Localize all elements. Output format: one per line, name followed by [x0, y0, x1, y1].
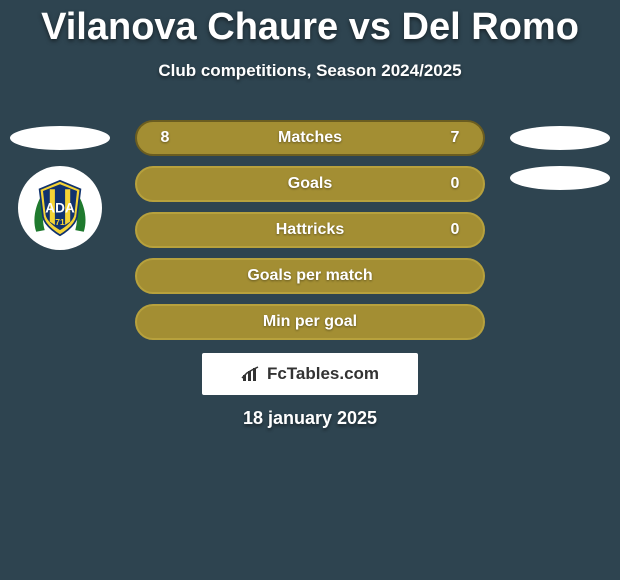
stat-label: Goals: [177, 175, 443, 193]
club-left-column: ADA 71: [10, 126, 110, 250]
stat-label: Min per goal: [177, 313, 443, 331]
page-subtitle: Club competitions, Season 2024/2025: [0, 61, 620, 81]
stat-right-value: 0: [443, 221, 467, 239]
stat-right-value: 0: [443, 175, 467, 193]
player-left-ellipse: [10, 126, 110, 150]
stat-row-matches: 8 Matches 7: [135, 120, 485, 156]
bar-chart-icon: [241, 366, 261, 382]
stat-label: Goals per match: [177, 267, 443, 285]
stat-right-value: 7: [443, 129, 467, 147]
brand-box: FcTables.com: [202, 353, 418, 395]
stat-row-hattricks: Hattricks 0: [135, 212, 485, 248]
stat-label: Hattricks: [177, 221, 443, 239]
page-title: Vilanova Chaure vs Del Romo: [0, 0, 620, 49]
club-right-column: [510, 126, 610, 206]
stats-panel: 8 Matches 7 Goals 0 Hattricks 0 Goals pe…: [135, 120, 485, 350]
brand-text: FcTables.com: [267, 364, 379, 384]
svg-text:71: 71: [55, 217, 65, 227]
svg-text:ADA: ADA: [45, 200, 75, 215]
stat-row-goals: Goals 0: [135, 166, 485, 202]
date-label: 18 january 2025: [0, 408, 620, 429]
player-right-ellipse-2: [510, 166, 610, 190]
club-left-badge: ADA 71: [18, 166, 102, 250]
stat-row-min-per-goal: Min per goal: [135, 304, 485, 340]
player-right-ellipse-1: [510, 126, 610, 150]
stat-label: Matches: [177, 129, 443, 147]
stat-row-goals-per-match: Goals per match: [135, 258, 485, 294]
club-left-badge-art: ADA 71: [26, 174, 94, 242]
stat-left-value: 8: [153, 129, 177, 147]
